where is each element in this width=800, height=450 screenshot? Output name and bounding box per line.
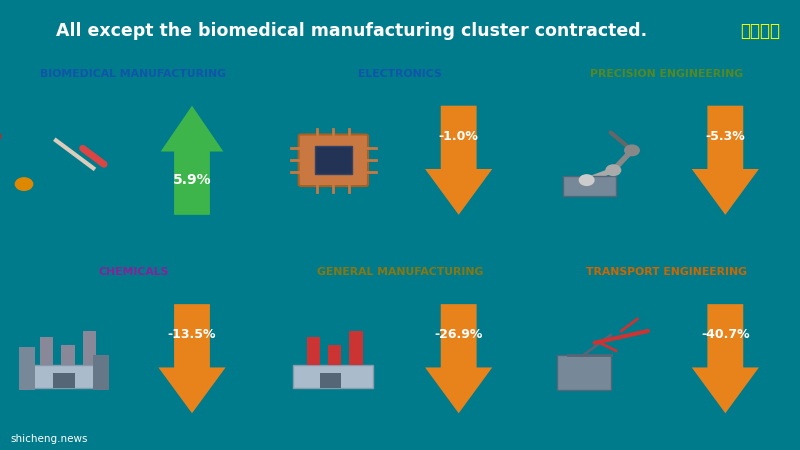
Bar	[40, 337, 54, 365]
Text: -5.3%: -5.3%	[706, 130, 746, 143]
Polygon shape	[161, 106, 223, 215]
Bar	[18, 347, 34, 391]
Bar	[26, 364, 106, 388]
Circle shape	[606, 164, 622, 176]
Polygon shape	[425, 304, 492, 413]
Text: -40.7%: -40.7%	[701, 328, 750, 342]
Bar	[314, 146, 352, 174]
Polygon shape	[692, 304, 759, 413]
Bar	[294, 364, 374, 388]
Text: PRECISION ENGINEERING: PRECISION ENGINEERING	[590, 69, 743, 79]
Circle shape	[0, 130, 2, 144]
Polygon shape	[158, 304, 226, 413]
Text: -1.0%: -1.0%	[438, 130, 478, 143]
Circle shape	[624, 144, 640, 156]
Text: TRANSPORT ENGINEERING: TRANSPORT ENGINEERING	[586, 267, 747, 278]
Bar	[82, 331, 96, 364]
Bar	[320, 373, 342, 388]
Text: 5.9%: 5.9%	[173, 173, 211, 187]
Bar	[328, 345, 342, 364]
Bar	[62, 345, 74, 364]
Bar	[94, 355, 110, 391]
Text: -26.9%: -26.9%	[434, 328, 483, 342]
Text: BIOMEDICAL MANUFACTURING: BIOMEDICAL MANUFACTURING	[40, 69, 226, 79]
Text: -13.5%: -13.5%	[168, 328, 216, 342]
Polygon shape	[425, 106, 492, 215]
FancyBboxPatch shape	[298, 135, 368, 186]
Text: 狮城新闻: 狮城新闻	[740, 22, 780, 40]
Bar	[562, 176, 616, 196]
Circle shape	[14, 177, 34, 191]
Text: GENERAL MANUFACTURING: GENERAL MANUFACTURING	[317, 267, 483, 278]
Bar	[54, 373, 74, 388]
Circle shape	[578, 174, 594, 186]
Bar	[306, 337, 320, 365]
Text: CHEMICALS: CHEMICALS	[98, 267, 169, 278]
Text: All except the biomedical manufacturing cluster contracted.: All except the biomedical manufacturing …	[57, 22, 647, 40]
Text: shicheng.news: shicheng.news	[10, 434, 88, 444]
Polygon shape	[692, 106, 759, 215]
Bar	[350, 331, 362, 364]
Text: ELECTRONICS: ELECTRONICS	[358, 69, 442, 79]
Bar	[558, 355, 610, 391]
